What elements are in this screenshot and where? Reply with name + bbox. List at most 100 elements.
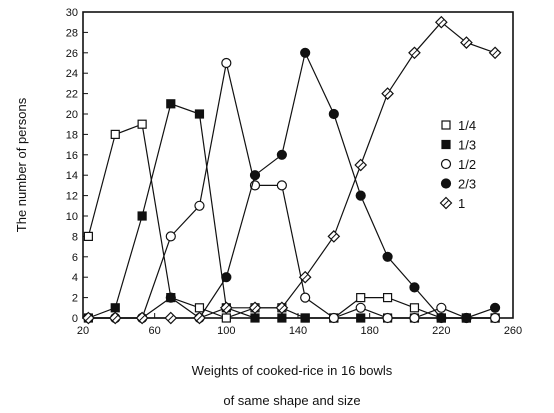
x-tick-label: 180 — [360, 325, 378, 337]
series-2-3 — [83, 47, 501, 324]
data-point-1-3 — [277, 313, 287, 323]
series-line-1-2 — [88, 62, 496, 319]
data-point-1-2 — [355, 302, 366, 313]
data-point-1 — [82, 311, 95, 325]
data-point-2-3 — [355, 190, 366, 201]
diamond-inner-stroke — [492, 49, 498, 56]
diamond-inner-stroke — [85, 315, 92, 321]
series-line-2-3 — [88, 50, 496, 319]
diamond-inner-stroke — [463, 39, 470, 46]
data-point-1-4 — [137, 119, 147, 129]
data-point-1-2 — [489, 312, 501, 324]
diamond-inner-stroke — [167, 315, 174, 321]
series-line-1 — [88, 21, 496, 319]
data-point-2-3 — [382, 251, 393, 262]
diamond-inner-stroke — [139, 315, 145, 321]
y-tick-label: 16 — [66, 150, 78, 162]
x-tick-label: 220 — [432, 325, 450, 337]
data-point-1-2 — [221, 57, 232, 69]
data-point-1-3 — [300, 313, 310, 323]
data-point-1-2 — [165, 231, 176, 242]
x-tick-label: 60 — [149, 325, 161, 337]
legend: 1/4 1/3 1/2 2/3 1 — [439, 118, 476, 211]
data-point-1 — [298, 270, 312, 284]
legend-label-2-3: 2/3 — [458, 177, 476, 192]
data-series — [82, 15, 502, 325]
data-point-2-3 — [276, 149, 287, 160]
data-point-1 — [193, 311, 206, 325]
data-point-1-2 — [436, 302, 447, 313]
data-point-1 — [434, 15, 448, 29]
legend-marker-1 — [439, 196, 453, 210]
series-1-3 — [83, 99, 500, 323]
diamond-inner-stroke — [438, 19, 445, 26]
data-point-1 — [354, 158, 368, 172]
x-tick-label: 20 — [77, 325, 89, 337]
diamond-inner-stroke — [384, 90, 391, 97]
data-point-1 — [164, 311, 178, 325]
data-point-1-4 — [83, 231, 93, 241]
diamond-inner-stroke — [112, 315, 119, 321]
diamond-inner-stroke — [357, 162, 364, 168]
data-point-1-2 — [328, 312, 339, 324]
y-axis-label: The number of persons — [14, 97, 29, 232]
y-tick-label: 30 — [66, 7, 78, 19]
data-point-1 — [219, 301, 233, 315]
x-tick-label: 100 — [217, 325, 235, 337]
legend-label-1-3: 1/3 — [458, 138, 476, 153]
data-point-1-2 — [194, 200, 205, 211]
x-axis-label: Weights of cooked-rice in 16 bowls — [192, 363, 393, 378]
data-point-1-4 — [382, 293, 393, 303]
legend-marker-1-4 — [441, 120, 451, 130]
data-point-2-3 — [165, 292, 176, 303]
y-tick-label: 28 — [66, 27, 78, 39]
data-point-1-4 — [356, 293, 366, 303]
data-point-1-2 — [382, 312, 393, 324]
y-tick-label: 24 — [66, 68, 78, 80]
y-tick-label: 0 — [72, 313, 78, 325]
data-point-2-3 — [409, 282, 420, 293]
y-tick-label: 14 — [66, 170, 78, 182]
data-point-1-3 — [166, 99, 176, 109]
data-point-1 — [460, 36, 473, 49]
y-tick-label: 2 — [72, 293, 78, 305]
series-line-1-3 — [88, 103, 496, 319]
data-point-1-4 — [194, 303, 205, 313]
data-point-1 — [488, 46, 502, 60]
data-point-2-3 — [221, 272, 232, 283]
data-point-2-3 — [436, 312, 447, 324]
series-1-4 — [83, 119, 500, 323]
y-tick-label: 8 — [72, 231, 78, 243]
legend-marker-2-3 — [440, 178, 452, 189]
data-point-1-4 — [221, 313, 231, 323]
data-point-1-4 — [409, 303, 420, 313]
legend-label-1: 1 — [458, 196, 465, 211]
x-tick-label: 140 — [289, 325, 307, 337]
data-point-1-2 — [276, 180, 287, 191]
data-point-1 — [381, 87, 394, 100]
diamond-inner-stroke — [443, 200, 449, 206]
y-tick-label: 18 — [66, 129, 78, 141]
series-1 — [82, 15, 502, 325]
data-point-1 — [275, 301, 289, 315]
x-axis-label-line2: of same shape and size — [223, 393, 360, 408]
data-point-1 — [108, 311, 122, 325]
data-point-1 — [248, 301, 262, 315]
data-point-1 — [408, 46, 421, 60]
y-tick-label: 22 — [66, 89, 78, 101]
y-tick-label: 26 — [66, 48, 78, 60]
data-point-1-3 — [250, 313, 260, 323]
diamond-inner-stroke — [411, 49, 418, 56]
data-point-1-3 — [110, 303, 120, 313]
data-point-1-3 — [194, 109, 205, 119]
diamond-inner-stroke — [330, 233, 337, 240]
series-line-1-4 — [87, 123, 496, 319]
y-tick-label: 6 — [72, 252, 78, 264]
legend-marker-1-3 — [441, 139, 451, 150]
diamond-inner-stroke — [223, 304, 230, 311]
y-tick-label: 20 — [66, 109, 78, 121]
legend-marker-1-2 — [440, 158, 452, 170]
data-point-1 — [135, 311, 149, 325]
data-point-2-3 — [328, 108, 339, 120]
